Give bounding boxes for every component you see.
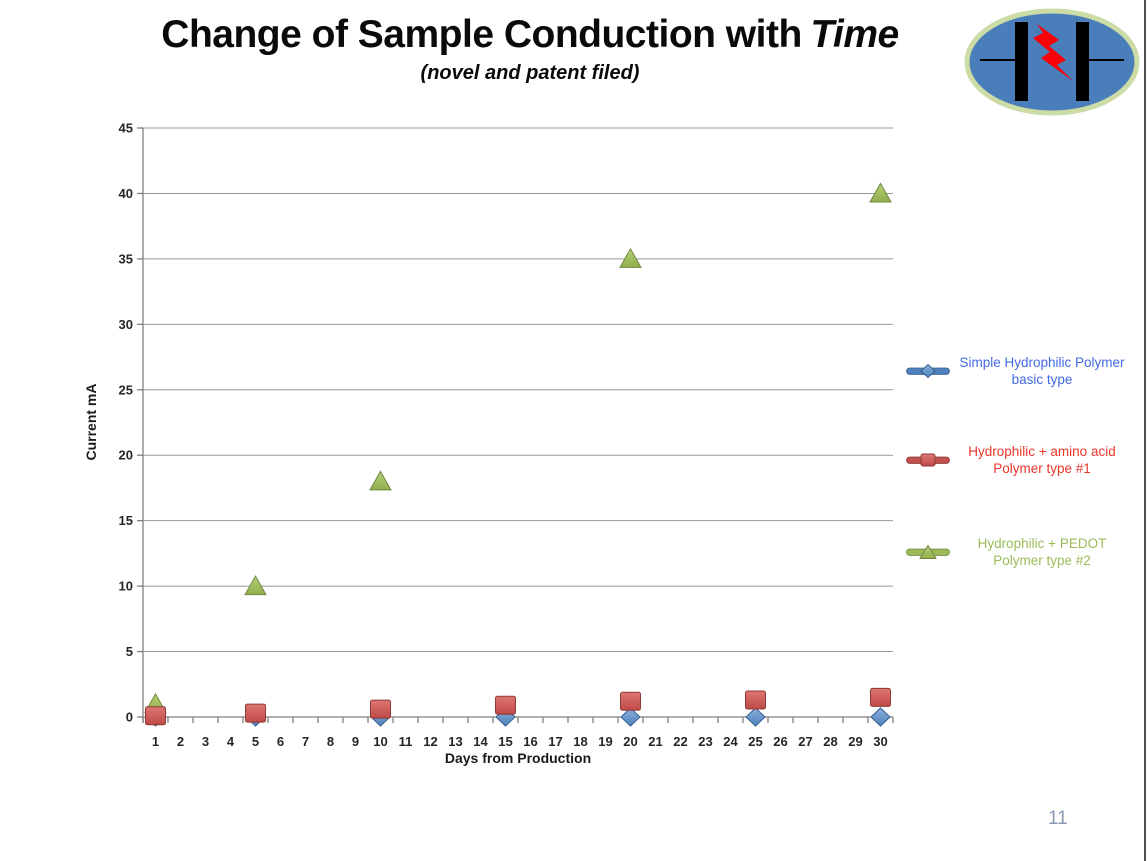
slide-title-emphasis: Time	[810, 13, 899, 56]
y-tick-label: 20	[119, 448, 133, 463]
x-tick-label: 9	[352, 734, 359, 749]
data-point-diamond	[620, 707, 641, 727]
page-number: 11	[1048, 808, 1068, 829]
data-point-square	[920, 453, 936, 467]
legend-marker-green-triangle-icon	[906, 544, 950, 559]
x-tick-label: 19	[598, 734, 612, 749]
logo-lightning-bolt-icon	[1033, 24, 1073, 81]
data-point-diamond	[920, 363, 936, 379]
y-tick-label: 5	[126, 644, 133, 659]
data-point-triangle	[869, 182, 892, 203]
x-tick-label: 30	[873, 734, 887, 749]
x-tick-label: 14	[473, 734, 488, 749]
x-tick-label: 26	[773, 734, 787, 749]
legend-label-line: basic type	[1011, 372, 1073, 387]
x-tick-label: 22	[673, 734, 687, 749]
x-tick-label: 15	[498, 734, 512, 749]
y-tick-label: 0	[126, 710, 133, 725]
x-tick-label: 13	[448, 734, 462, 749]
data-point-square	[620, 691, 641, 711]
x-tick-label: 20	[623, 734, 637, 749]
x-tick-label: 16	[523, 734, 537, 749]
x-tick-label: 28	[823, 734, 837, 749]
y-axis-title: Current mA	[83, 383, 99, 460]
legend-label-simple-hydrophilic: Simple Hydrophilic Polymer basic type	[951, 354, 1133, 388]
legend-label-line: Polymer type #1	[993, 461, 1091, 476]
y-tick-label: 40	[119, 186, 133, 201]
x-tick-label: 1	[152, 734, 159, 749]
x-tick-label: 12	[423, 734, 437, 749]
legend-label-line: Simple Hydrophilic Polymer	[959, 355, 1125, 370]
x-tick-label: 8	[327, 734, 334, 749]
y-tick-label: 35	[119, 251, 133, 266]
legend-entry-simple-hydrophilic: Simple Hydrophilic Polymer basic type	[897, 351, 1133, 391]
x-tick-label: 10	[373, 734, 387, 749]
x-tick-label: 3	[202, 734, 209, 749]
data-point-triangle	[619, 247, 642, 268]
x-tick-label: 29	[848, 734, 862, 749]
data-point-square	[870, 687, 891, 707]
x-tick-label: 6	[277, 734, 284, 749]
legend-marker-red-square-icon	[906, 453, 950, 467]
slide-header: Change of Sample Conduction with Time (no…	[0, 12, 1060, 85]
x-tick-label: 4	[227, 734, 235, 749]
x-tick-label: 24	[723, 734, 738, 749]
y-tick-label: 30	[119, 317, 133, 332]
data-point-diamond	[870, 707, 891, 727]
slide-title-main: Change of Sample Conduction with	[161, 13, 802, 56]
data-point-triangle	[244, 575, 267, 596]
legend-label-line: Hydrophilic + amino acid	[968, 444, 1116, 459]
x-tick-label: 11	[399, 734, 413, 749]
logo-left-plate	[1015, 22, 1028, 101]
window-right-edge	[1144, 0, 1146, 861]
legend-marker-blue-diamond-icon	[906, 363, 950, 379]
logo-right-plate	[1076, 22, 1089, 101]
legend-entry-pedot: Hydrophilic + PEDOT Polymer type #2	[897, 532, 1133, 572]
data-point-square	[145, 706, 166, 726]
legend-label-line: Polymer type #2	[993, 553, 1091, 568]
legend-label-amino-acid: Hydrophilic + amino acid Polymer type #1	[951, 443, 1133, 477]
data-point-square	[745, 690, 766, 710]
x-tick-label: 7	[302, 734, 309, 749]
y-tick-label: 45	[119, 121, 133, 136]
data-point-square	[495, 695, 516, 715]
data-point-square	[370, 699, 391, 719]
slide-subtitle: (novel and patent filed)	[420, 62, 640, 84]
x-tick-label: 25	[748, 734, 762, 749]
capacitor-lightning-logo-icon	[964, 8, 1140, 116]
x-axis-title: Days from Production	[445, 750, 591, 766]
slide-title: Change of Sample Conduction with Time	[0, 12, 1060, 58]
x-tick-label: 5	[252, 734, 259, 749]
x-tick-label: 21	[648, 734, 662, 749]
y-tick-label: 10	[119, 579, 133, 594]
legend-entry-amino-acid: Hydrophilic + amino acid Polymer type #1	[897, 440, 1133, 480]
legend-label-pedot: Hydrophilic + PEDOT Polymer type #2	[951, 535, 1133, 569]
x-tick-label: 27	[798, 734, 812, 749]
data-point-square	[245, 703, 266, 723]
x-tick-label: 18	[573, 734, 587, 749]
y-tick-label: 25	[119, 382, 133, 397]
data-point-diamond	[745, 707, 766, 727]
y-tick-label: 15	[119, 513, 133, 528]
x-tick-label: 2	[177, 734, 184, 749]
data-point-triangle	[919, 544, 937, 559]
x-tick-label: 17	[548, 734, 562, 749]
x-tick-label: 23	[698, 734, 712, 749]
data-point-triangle	[369, 470, 392, 491]
legend-label-line: Hydrophilic + PEDOT	[977, 536, 1107, 551]
